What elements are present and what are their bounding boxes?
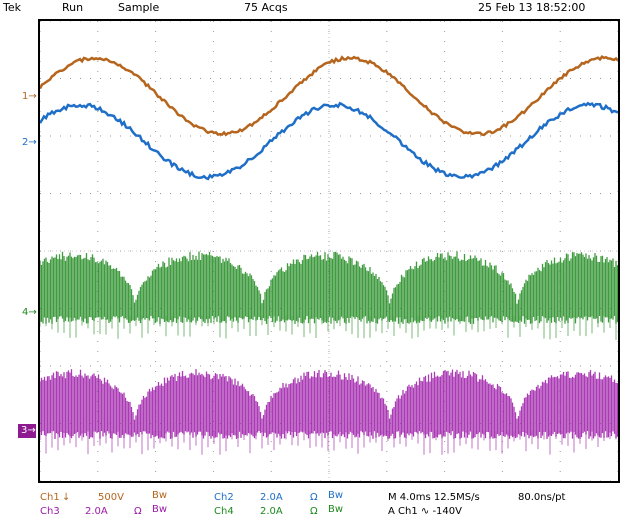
ch2-label[interactable]: Ch2 <box>214 492 234 503</box>
ch3-bandwidth-icon: Bw <box>152 504 167 515</box>
ch2-scale: 2.0A <box>260 492 283 503</box>
ch1-trace <box>40 57 618 135</box>
ch3-scale: 2.0A <box>85 506 108 517</box>
ch1-scale: 500V <box>98 492 124 503</box>
waveform-traces <box>40 57 618 455</box>
waveform-display <box>38 19 620 483</box>
ch3-ohm-icon: Ω <box>134 506 142 517</box>
ch4-bandwidth-icon: Bw <box>328 504 343 515</box>
ch3-label[interactable]: Ch3 <box>40 506 60 517</box>
ch2-ground-marker[interactable]: 2→ <box>22 137 37 148</box>
ch1-ground-marker[interactable]: 1→ <box>22 91 37 102</box>
trigger-readout[interactable]: A Ch1 ∿ -140V <box>388 506 462 517</box>
ch4-ohm-icon: Ω <box>310 506 318 517</box>
ch4-label[interactable]: Ch4 <box>214 506 234 517</box>
ch4-scale: 2.0A <box>260 506 283 517</box>
ch1-bandwidth-icon: Bw <box>152 490 167 501</box>
ch4-ground-marker[interactable]: 4→ <box>22 307 37 318</box>
status-bar: Tek Run Sample 75 Acqs 25 Feb 13 18:52:0… <box>0 0 625 18</box>
resolution-readout: 80.0ns/pt <box>518 492 565 503</box>
ch2-bandwidth-icon: Bw <box>328 490 343 501</box>
ch2-ohm-icon: Ω <box>310 492 318 503</box>
ch3-ground-marker[interactable]: 3→ <box>18 424 36 438</box>
brand-label: Tek <box>3 1 21 14</box>
run-state[interactable]: Run <box>62 1 83 14</box>
ch4-trace <box>40 251 618 340</box>
date-time: 25 Feb 13 18:52:00 <box>478 1 585 14</box>
channel-readout: Ch1 ↓ 500V Bw Ch2 2.0A Ω Bw Ch3 2.0A Ω B… <box>38 488 623 528</box>
acquire-mode[interactable]: Sample <box>118 1 159 14</box>
ch1-coupling-icon: ↓ <box>62 492 70 503</box>
ch1-label[interactable]: Ch1 <box>40 492 60 503</box>
acquisition-count: 75 Acqs <box>244 1 288 14</box>
waveform-graticule <box>40 21 618 481</box>
timebase-readout[interactable]: M 4.0ms 12.5MS/s <box>388 492 480 503</box>
